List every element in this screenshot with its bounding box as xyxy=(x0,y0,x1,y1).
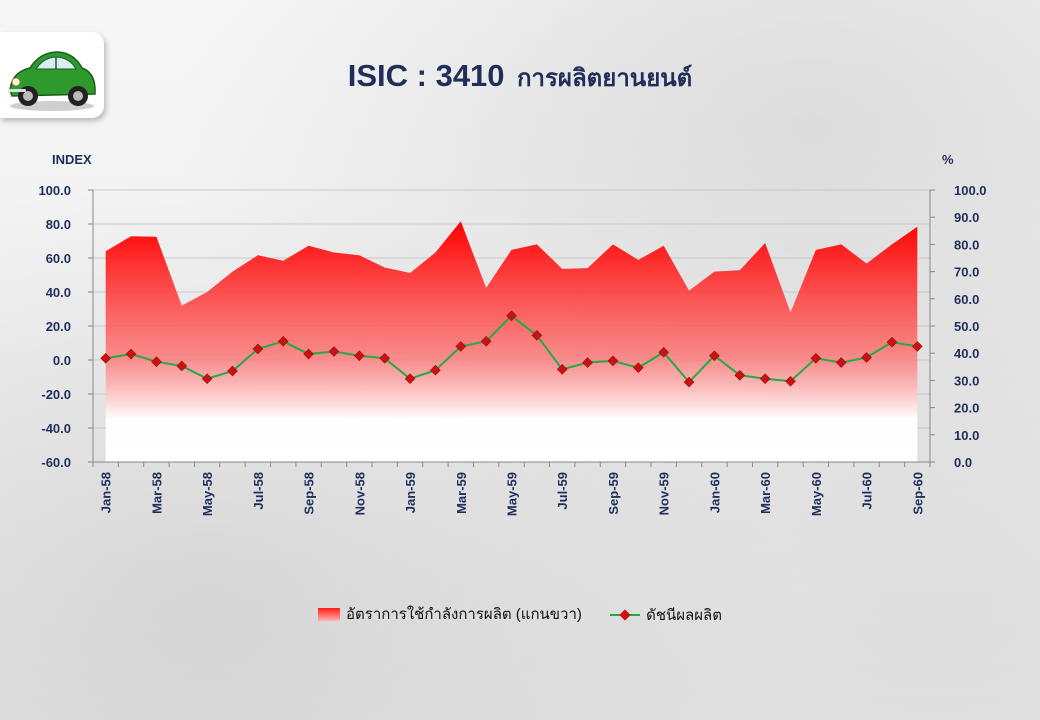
x-tick-label: May-59 xyxy=(505,472,520,516)
index-marker xyxy=(252,343,264,355)
index-marker xyxy=(201,373,213,385)
index-marker xyxy=(455,341,467,352)
index-marker xyxy=(227,365,238,377)
x-tick-label: Sep-58 xyxy=(302,472,317,515)
index-marker xyxy=(531,330,543,341)
x-tick-label: Jul-59 xyxy=(555,472,570,510)
index-marker xyxy=(506,310,517,322)
x-tick-label: May-60 xyxy=(809,472,824,516)
index-marker xyxy=(277,335,289,347)
x-tick-label: Sep-59 xyxy=(606,472,621,515)
right-tick-label: 80.0 xyxy=(954,237,979,252)
x-tick-label: Mar-58 xyxy=(149,472,164,514)
left-tick-label: 0.0 xyxy=(53,353,71,368)
x-tick-label: Mar-60 xyxy=(758,472,773,514)
index-marker xyxy=(176,360,188,372)
index-marker xyxy=(658,347,669,358)
index-marker xyxy=(100,352,111,364)
index-marker xyxy=(125,348,137,360)
right-tick-label: 40.0 xyxy=(954,346,979,361)
legend-label-capacity: อัตราการใช้กำลังการผลิต (แกนขวา) xyxy=(346,606,582,623)
x-tick-label: Jan-58 xyxy=(99,472,114,513)
index-marker xyxy=(379,352,390,364)
left-tick-label: 60.0 xyxy=(46,251,71,266)
right-tick-label: 100.0 xyxy=(954,183,987,198)
page-title: ISIC : 3410 การผลิตยานยนต์ xyxy=(0,58,1040,97)
left-tick-label: 40.0 xyxy=(46,285,71,300)
x-tick-label: Jul-60 xyxy=(860,472,875,510)
right-tick-label: 10.0 xyxy=(954,428,979,443)
index-marker xyxy=(151,356,162,368)
index-marker xyxy=(328,346,340,357)
title-code: ISIC : 3410 xyxy=(347,58,505,93)
index-marker xyxy=(633,362,644,373)
index-marker xyxy=(785,375,796,387)
left-tick-label: -40.0 xyxy=(41,421,71,436)
legend-item-index: ดัชนีผลผลิต xyxy=(610,603,722,627)
legend-swatch-area xyxy=(318,607,341,621)
right-tick-label: 60.0 xyxy=(954,292,979,307)
left-tick-label: 80.0 xyxy=(46,217,71,232)
index-marker xyxy=(709,350,720,362)
x-tick-label: Jan-59 xyxy=(403,472,418,513)
index-marker xyxy=(810,352,822,364)
index-marker xyxy=(354,350,365,362)
left-tick-label: -20.0 xyxy=(41,387,71,402)
right-tick-label: 20.0 xyxy=(954,401,979,416)
legend: อัตราการใช้กำลังการผลิต (แกนขวา) ดัชนีผล… xyxy=(0,602,1040,627)
index-marker xyxy=(430,364,441,376)
right-tick-label: 50.0 xyxy=(954,319,979,334)
index-marker xyxy=(607,355,619,367)
x-tick-label: Jul-58 xyxy=(251,472,266,510)
index-marker xyxy=(886,336,898,348)
green-car-icon xyxy=(8,51,96,111)
left-tick-label: 100.0 xyxy=(38,183,71,198)
x-tick-label: May-58 xyxy=(200,472,215,516)
index-marker xyxy=(683,376,695,388)
x-tick-label: Jan-60 xyxy=(707,472,722,513)
right-tick-label: 0.0 xyxy=(954,455,972,470)
right-tick-label: 70.0 xyxy=(954,265,979,280)
capacity-area xyxy=(105,221,918,462)
left-axis-title: INDEX xyxy=(52,152,92,167)
x-tick-label: Sep-60 xyxy=(910,472,925,515)
index-marker xyxy=(734,369,746,381)
x-tick-label: Nov-59 xyxy=(657,472,672,515)
index-marker xyxy=(556,364,568,375)
index-marker xyxy=(912,341,923,352)
legend-swatch-line xyxy=(610,608,641,621)
right-tick-label: 90.0 xyxy=(954,210,979,225)
index-marker xyxy=(861,352,872,363)
index-marker xyxy=(404,373,416,385)
index-marker xyxy=(835,357,847,368)
legend-item-capacity: อัตราการใช้กำลังการผลิต (แกนขวา) xyxy=(318,602,582,626)
x-tick-label: Nov-58 xyxy=(352,472,367,515)
index-marker xyxy=(759,373,771,385)
index-marker xyxy=(303,348,314,360)
right-tick-label: 30.0 xyxy=(954,373,979,388)
legend-label-index: ดัชนีผลผลิต xyxy=(646,606,722,624)
left-tick-label: 20.0 xyxy=(46,319,71,334)
title-thai: การผลิตยานยนต์ xyxy=(517,65,693,92)
left-tick-label: -60.0 xyxy=(41,455,71,470)
x-tick-label: Mar-59 xyxy=(454,472,469,514)
index-marker xyxy=(480,335,492,347)
index-marker xyxy=(582,357,593,368)
logo-card xyxy=(0,32,104,118)
right-axis-title: % xyxy=(942,152,954,167)
